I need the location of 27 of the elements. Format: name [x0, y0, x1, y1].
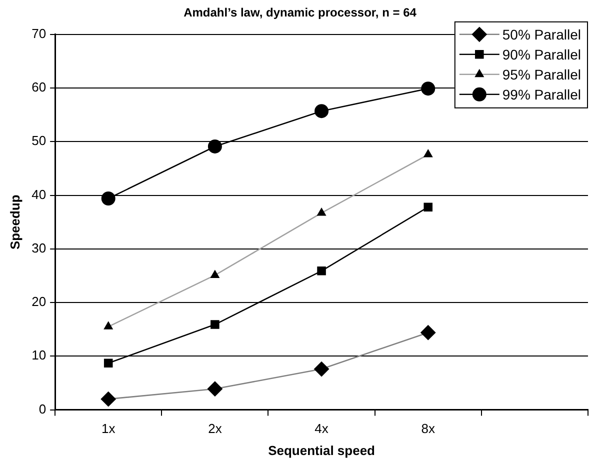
point: [424, 202, 433, 212]
legend-label: 50% Parallel: [502, 26, 582, 42]
x-axis-title: Sequential speed: [268, 442, 376, 458]
y-axis-title: Speedup: [7, 194, 22, 250]
point: [101, 192, 116, 206]
y-tick-label: 10: [32, 348, 46, 363]
legend-label: 95% Parallel: [502, 66, 582, 82]
y-tick-label: 20: [32, 294, 46, 310]
y-tick-label: 30: [32, 240, 46, 256]
x-tick-label: 8x: [421, 421, 436, 436]
x-tick-label: 4x: [314, 421, 329, 436]
point: [208, 139, 222, 154]
y-tick-label: 0: [38, 401, 46, 416]
y-tick-label: 40: [32, 186, 46, 202]
point: [314, 104, 329, 118]
point: [421, 82, 436, 96]
y-tick-label: 50: [32, 133, 46, 148]
x-tick-label: 1x: [101, 421, 116, 436]
y-tick-label: 60: [32, 80, 46, 95]
point: [104, 358, 113, 368]
y-tick-label: 70: [32, 26, 46, 41]
legend-label: 90% Parallel: [502, 46, 582, 62]
chart-title: Amdahl’s law, dynamic processor, n = 64: [184, 6, 417, 20]
legend-label: 99% Parallel: [502, 86, 582, 102]
point: [317, 266, 326, 276]
point: [210, 320, 220, 329]
x-tick-label: 2x: [208, 421, 222, 436]
